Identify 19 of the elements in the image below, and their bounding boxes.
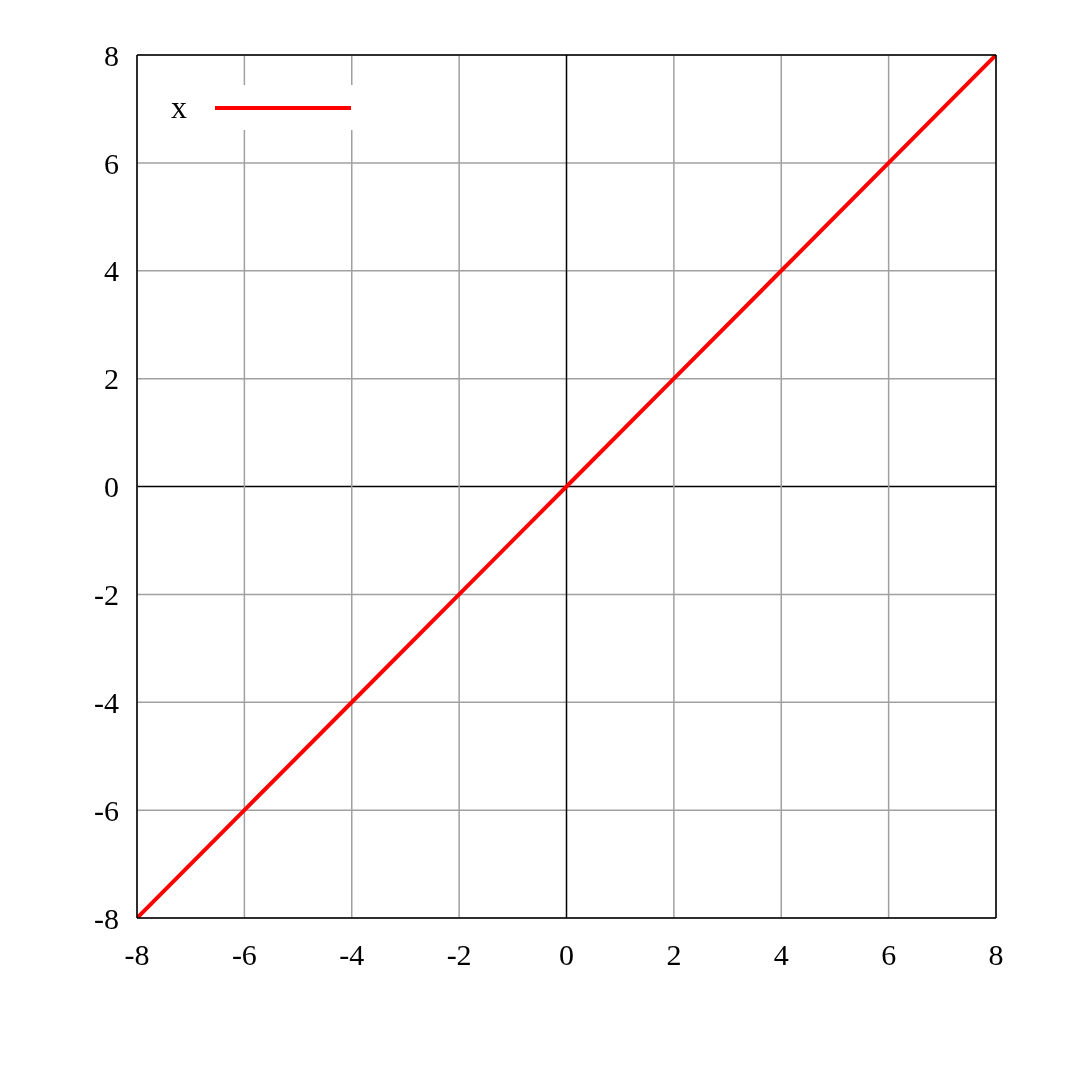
y-tick-label: -4 [94, 685, 119, 719]
y-tick-label: 4 [104, 254, 119, 288]
x-tick-label: 6 [881, 938, 897, 972]
y-tick-label: -2 [94, 578, 119, 612]
y-tick-label: -8 [94, 901, 119, 935]
y-tick-label: 6 [104, 146, 119, 180]
x-tick-label: -4 [339, 938, 365, 972]
x-tick-label: 4 [773, 938, 789, 972]
x-tick-label: -2 [446, 938, 472, 972]
y-tick-label: 2 [104, 362, 119, 396]
y-tick-label: -6 [94, 793, 119, 827]
y-tick-label: 8 [104, 38, 119, 72]
legend-label: x [171, 89, 187, 126]
x-tick-label: -6 [231, 938, 257, 972]
x-tick-label: 0 [559, 938, 574, 972]
x-tick-label: 2 [666, 938, 682, 972]
line-series [137, 55, 996, 918]
y-tick-label: 0 [104, 470, 119, 504]
x-tick-label: 8 [988, 938, 1004, 972]
